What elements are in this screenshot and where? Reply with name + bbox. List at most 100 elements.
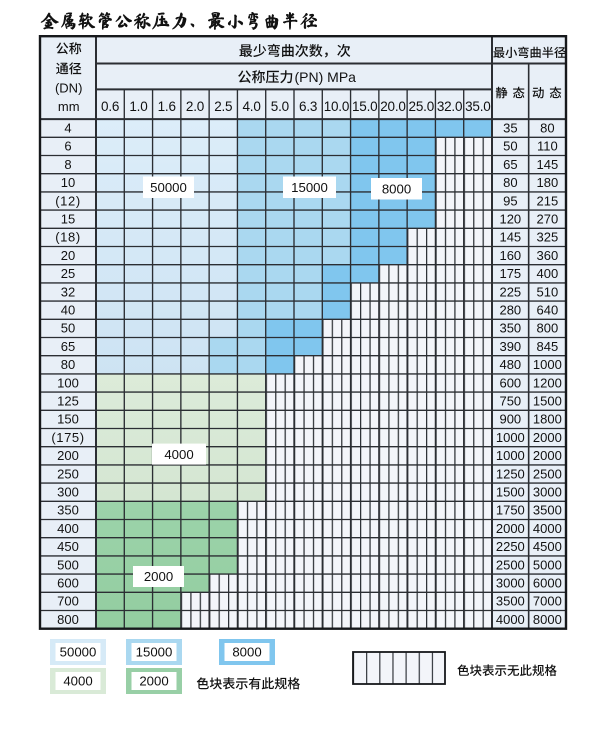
svg-text:35: 35 bbox=[503, 121, 517, 136]
svg-text:1000: 1000 bbox=[533, 357, 562, 372]
svg-text:325: 325 bbox=[536, 230, 558, 245]
svg-text:280: 280 bbox=[499, 303, 521, 318]
svg-text:32: 32 bbox=[61, 284, 75, 299]
svg-text:845: 845 bbox=[536, 339, 558, 354]
svg-text:4.0: 4.0 bbox=[242, 99, 260, 114]
svg-text:50: 50 bbox=[61, 321, 75, 336]
svg-text:900: 900 bbox=[499, 412, 521, 427]
svg-text:8000: 8000 bbox=[533, 612, 562, 627]
svg-text:1000: 1000 bbox=[496, 430, 525, 445]
svg-text:(175): (175) bbox=[51, 430, 84, 445]
svg-text:2000: 2000 bbox=[496, 521, 525, 536]
svg-text:1750: 1750 bbox=[496, 503, 525, 518]
svg-text:(PN) MPa: (PN) MPa bbox=[295, 69, 357, 85]
svg-text:200: 200 bbox=[57, 448, 79, 463]
svg-text:180: 180 bbox=[536, 175, 558, 190]
svg-text:6.3: 6.3 bbox=[299, 99, 317, 114]
svg-text:510: 510 bbox=[536, 284, 558, 299]
svg-text:2.5: 2.5 bbox=[214, 99, 232, 114]
svg-text:125: 125 bbox=[57, 394, 79, 409]
svg-text:145: 145 bbox=[536, 157, 558, 172]
svg-text:270: 270 bbox=[536, 212, 558, 227]
svg-text:150: 150 bbox=[57, 412, 79, 427]
svg-text:300: 300 bbox=[57, 485, 79, 500]
svg-text:4000: 4000 bbox=[533, 521, 562, 536]
svg-text:600: 600 bbox=[499, 375, 521, 390]
svg-text:15000: 15000 bbox=[136, 645, 173, 660]
svg-text:65: 65 bbox=[503, 157, 517, 172]
svg-text:350: 350 bbox=[499, 321, 521, 336]
svg-text:750: 750 bbox=[499, 394, 521, 409]
svg-text:15: 15 bbox=[61, 212, 75, 227]
svg-text:5.0: 5.0 bbox=[271, 99, 289, 114]
svg-text:1800: 1800 bbox=[533, 412, 562, 427]
svg-text:4000: 4000 bbox=[164, 447, 193, 462]
svg-text:400: 400 bbox=[57, 521, 79, 536]
svg-text:1200: 1200 bbox=[533, 375, 562, 390]
svg-text:2000: 2000 bbox=[144, 569, 173, 584]
svg-text:500: 500 bbox=[57, 557, 79, 572]
svg-text:700: 700 bbox=[57, 594, 79, 609]
svg-text:390: 390 bbox=[499, 339, 521, 354]
svg-text:(DN): (DN) bbox=[55, 81, 82, 96]
svg-text:2.0: 2.0 bbox=[186, 99, 204, 114]
svg-text:50: 50 bbox=[503, 139, 517, 154]
svg-text:8000: 8000 bbox=[232, 645, 261, 660]
svg-text:25.0: 25.0 bbox=[409, 99, 434, 114]
svg-text:100: 100 bbox=[57, 375, 79, 390]
svg-text:6: 6 bbox=[64, 139, 71, 154]
svg-text:350: 350 bbox=[57, 503, 79, 518]
svg-text:1.6: 1.6 bbox=[158, 99, 176, 114]
svg-text:250: 250 bbox=[57, 466, 79, 481]
svg-text:15.0: 15.0 bbox=[352, 99, 377, 114]
svg-text:5000: 5000 bbox=[533, 557, 562, 572]
svg-text:3000: 3000 bbox=[496, 576, 525, 591]
svg-text:7000: 7000 bbox=[533, 594, 562, 609]
svg-text:mm: mm bbox=[58, 99, 80, 114]
svg-text:8: 8 bbox=[64, 157, 71, 172]
svg-text:120: 120 bbox=[499, 212, 521, 227]
svg-text:110: 110 bbox=[537, 139, 558, 154]
svg-text:80: 80 bbox=[503, 175, 517, 190]
svg-text:800: 800 bbox=[536, 321, 558, 336]
svg-text:10.0: 10.0 bbox=[324, 99, 349, 114]
svg-text:450: 450 bbox=[57, 539, 79, 554]
svg-text:175: 175 bbox=[499, 266, 521, 281]
svg-text:2500: 2500 bbox=[496, 557, 525, 572]
svg-text:2500: 2500 bbox=[533, 466, 562, 481]
svg-text:2000: 2000 bbox=[139, 674, 168, 689]
svg-text:225: 225 bbox=[499, 284, 521, 299]
svg-text:160: 160 bbox=[499, 248, 521, 263]
svg-text:40: 40 bbox=[61, 303, 75, 318]
svg-text:2000: 2000 bbox=[533, 448, 562, 463]
svg-text:50000: 50000 bbox=[60, 645, 97, 660]
svg-text:(18): (18) bbox=[55, 230, 81, 245]
svg-text:2250: 2250 bbox=[496, 539, 525, 554]
svg-text:6000: 6000 bbox=[533, 576, 562, 591]
svg-text:50000: 50000 bbox=[150, 180, 187, 195]
svg-text:15000: 15000 bbox=[291, 180, 328, 195]
svg-text:25: 25 bbox=[61, 266, 75, 281]
svg-text:20.0: 20.0 bbox=[380, 99, 405, 114]
svg-text:4000: 4000 bbox=[63, 674, 92, 689]
svg-text:360: 360 bbox=[536, 248, 558, 263]
svg-text:35.0: 35.0 bbox=[465, 99, 490, 114]
svg-text:145: 145 bbox=[499, 230, 521, 245]
svg-text:8000: 8000 bbox=[382, 181, 411, 196]
svg-text:4: 4 bbox=[64, 121, 71, 136]
svg-text:80: 80 bbox=[61, 357, 75, 372]
svg-text:80: 80 bbox=[540, 121, 554, 136]
svg-text:3500: 3500 bbox=[496, 594, 525, 609]
svg-text:20: 20 bbox=[61, 248, 75, 263]
svg-text:800: 800 bbox=[57, 612, 79, 627]
svg-text:215: 215 bbox=[536, 193, 558, 208]
svg-text:0.6: 0.6 bbox=[101, 99, 119, 114]
svg-text:10: 10 bbox=[61, 175, 75, 190]
svg-text:1500: 1500 bbox=[496, 485, 525, 500]
svg-text:65: 65 bbox=[61, 339, 75, 354]
svg-text:1.0: 1.0 bbox=[129, 99, 147, 114]
svg-text:3000: 3000 bbox=[533, 485, 562, 500]
svg-text:4500: 4500 bbox=[533, 539, 562, 554]
svg-text:2000: 2000 bbox=[533, 430, 562, 445]
svg-text:4000: 4000 bbox=[496, 612, 525, 627]
